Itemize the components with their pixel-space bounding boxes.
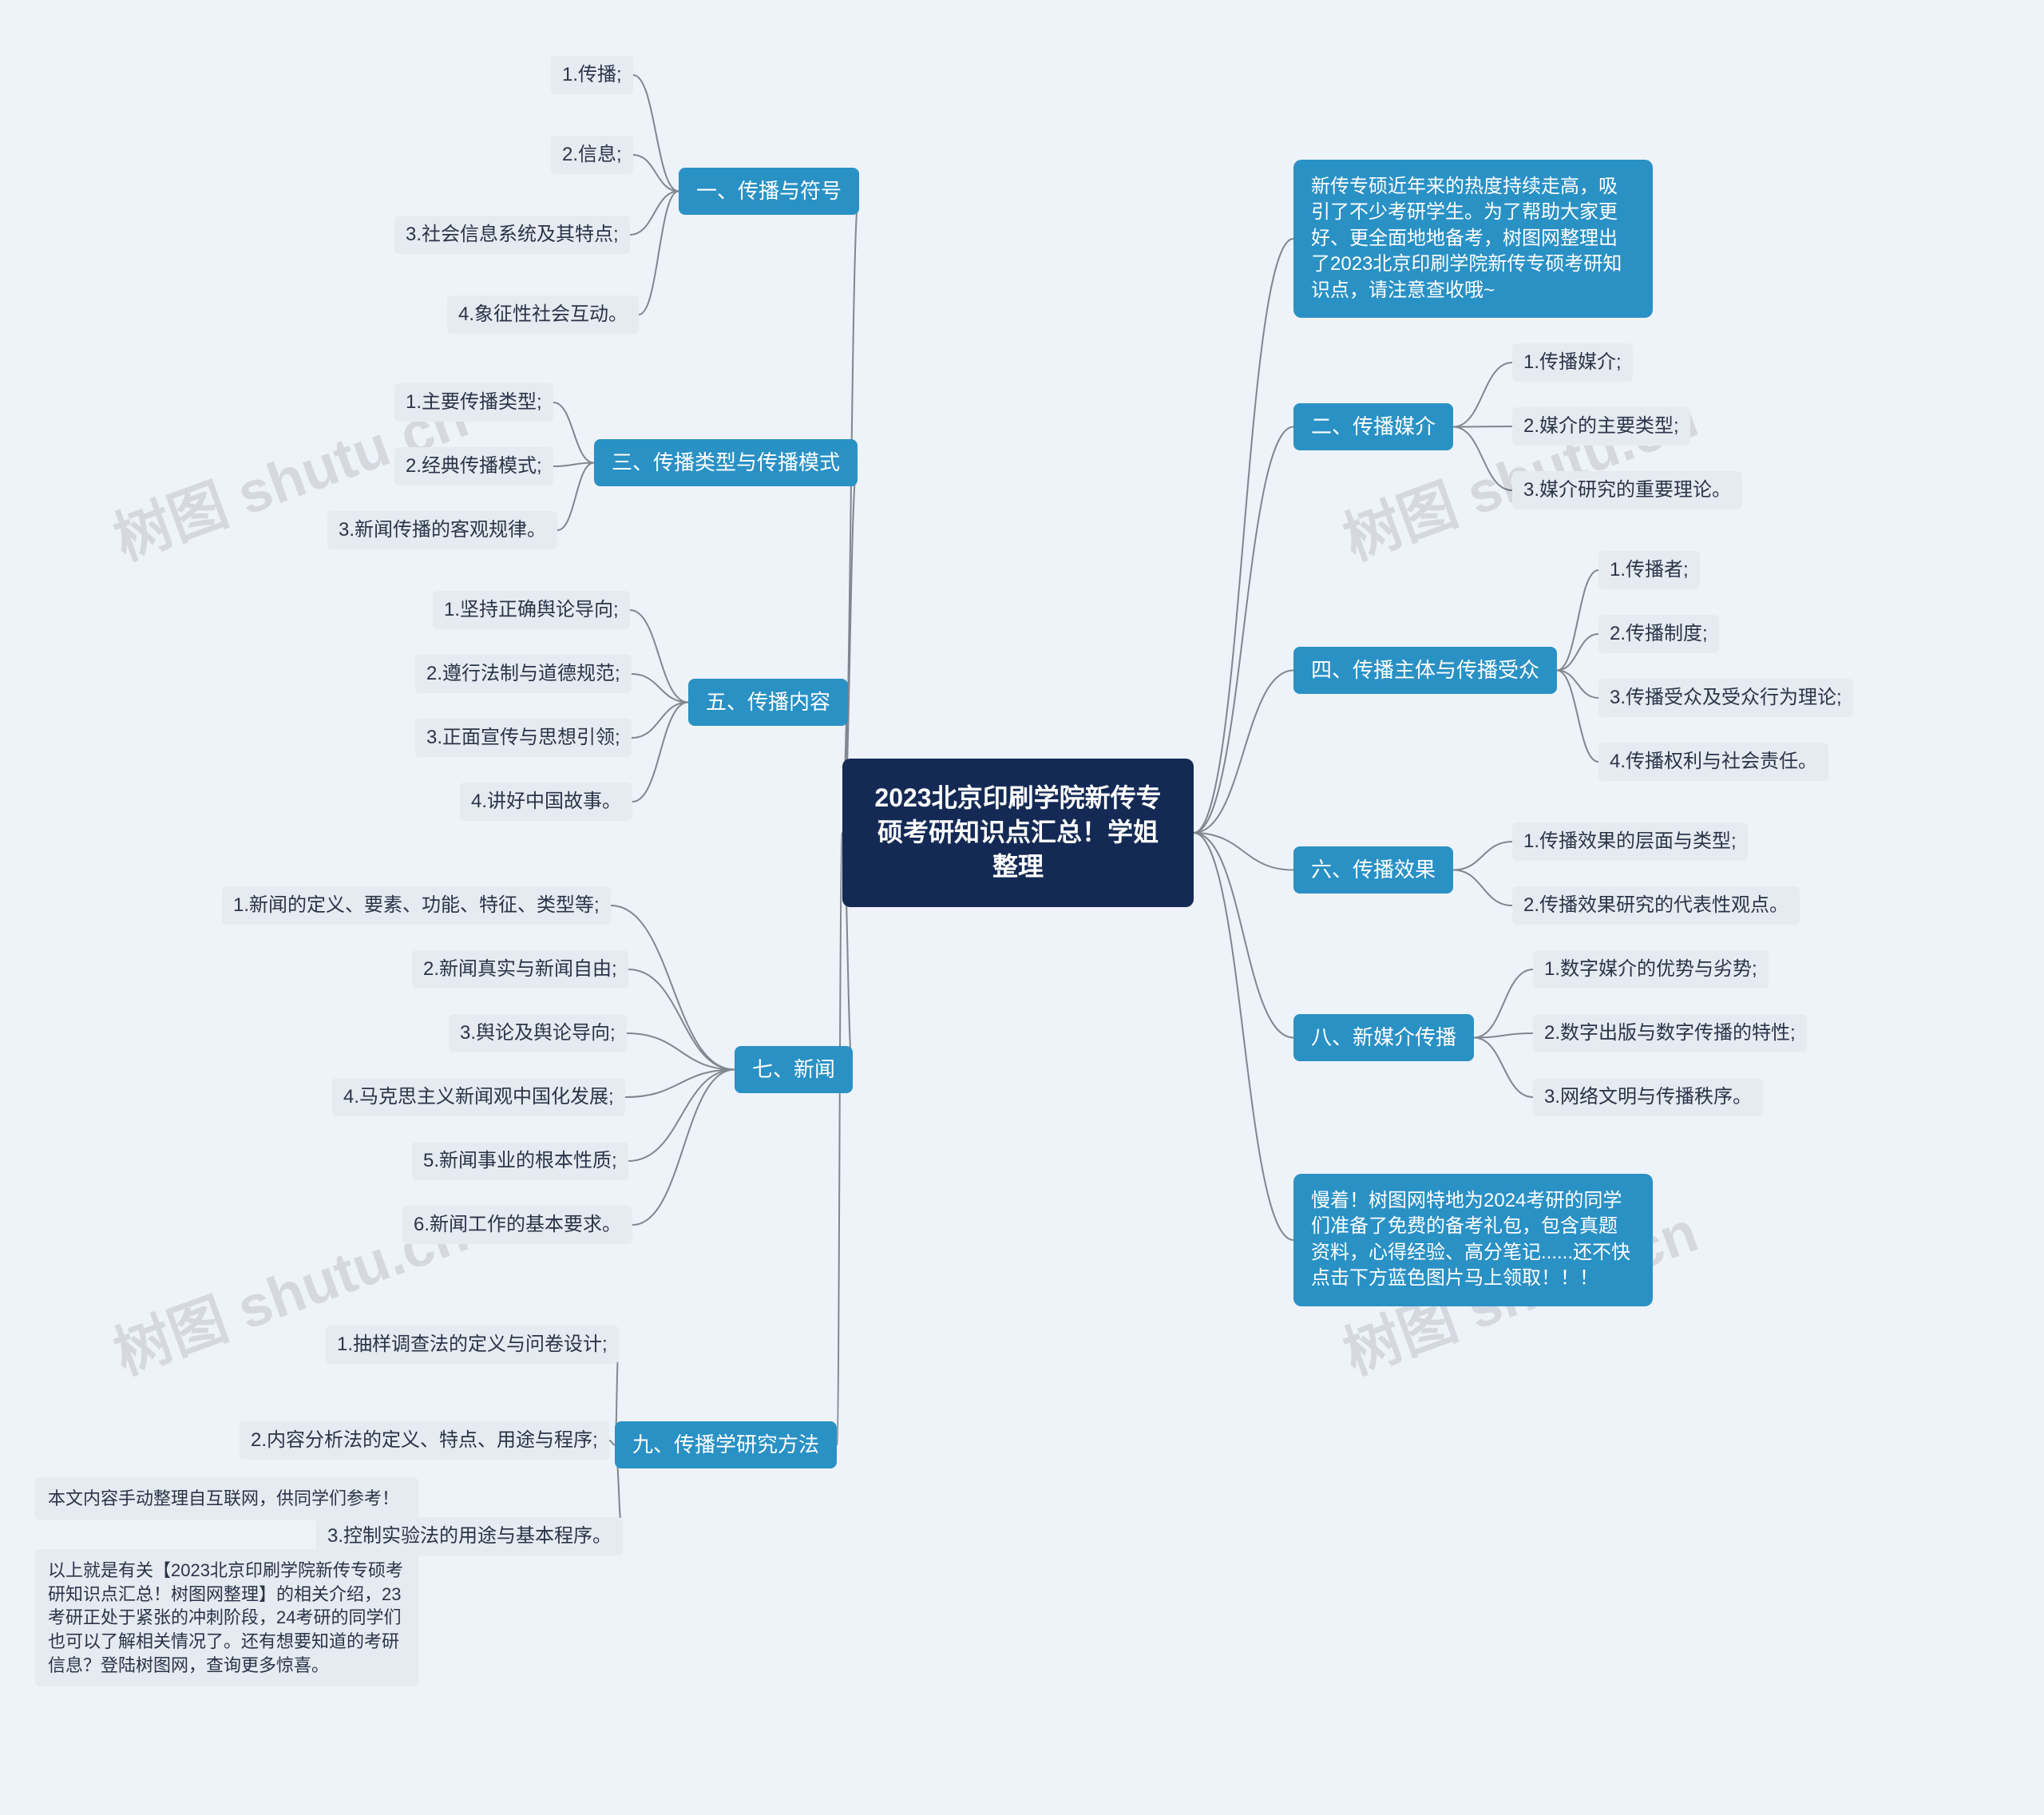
leaf-b2-0: 1.传播媒介; — [1512, 343, 1633, 382]
leaf-b4-3: 4.传播权利与社会责任。 — [1598, 743, 1828, 781]
leaf-b1-2: 3.社会信息系统及其特点; — [394, 216, 630, 254]
leaf-b6-0: 1.传播效果的层面与类型; — [1512, 822, 1748, 861]
leaf-b8-0: 1.数字媒介的优势与劣势; — [1533, 950, 1769, 989]
branch-b2: 二、传播媒介 — [1293, 403, 1453, 450]
leaf-b9-2: 3.控制实验法的用途与基本程序。 — [316, 1517, 623, 1555]
leaf-b9-0: 1.抽样调查法的定义与问卷设计; — [326, 1326, 619, 1364]
leaf-b7-1: 2.新闻真实与新闻自由; — [412, 950, 628, 989]
branch-b9: 九、传播学研究方法 — [615, 1421, 837, 1468]
leaf-b3-1: 2.经典传播模式; — [394, 447, 553, 485]
leaf-b8-2: 3.网络文明与传播秩序。 — [1533, 1078, 1763, 1116]
leaf-b9-1: 2.内容分析法的定义、特点、用途与程序; — [240, 1421, 609, 1460]
leaf-b7-5: 6.新闻工作的基本要求。 — [402, 1206, 632, 1244]
branch-b3: 三、传播类型与传播模式 — [594, 439, 858, 486]
info-outro: 慢着！树图网特地为2024考研的同学们准备了免费的备考礼包，包含真题资料，心得经… — [1293, 1174, 1653, 1306]
leaf-b5-2: 3.正面宣传与思想引领; — [415, 719, 632, 757]
mindmap-canvas: 树图 shutu.cn树图 shutu.cn树图 shutu.cn树图 shut… — [0, 0, 2044, 1815]
leaf-b5-3: 4.讲好中国故事。 — [460, 783, 632, 821]
leaf-b4-2: 3.传播受众及受众行为理论; — [1598, 679, 1853, 717]
leaf-b3-0: 1.主要传播类型; — [394, 383, 553, 422]
leaf-b1-3: 4.象征性社会互动。 — [447, 295, 639, 334]
leaf-b2-2: 3.媒介研究的重要理论。 — [1512, 471, 1742, 509]
branch-b6: 六、传播效果 — [1293, 846, 1453, 894]
footnote-2: 以上就是有关【2023北京印刷学院新传专硕考研知识点汇总！树图网整理】的相关介绍… — [35, 1549, 418, 1686]
leaf-b4-1: 2.传播制度; — [1598, 615, 1719, 653]
info-intro: 新传专硕近年来的热度持续走高，吸引了不少考研学生。为了帮助大家更好、更全面地地备… — [1293, 160, 1653, 318]
center-topic: 2023北京印刷学院新传专 硕考研知识点汇总！学姐 整理 — [842, 759, 1194, 907]
leaf-b7-0: 1.新闻的定义、要素、功能、特征、类型等; — [222, 886, 611, 925]
branch-b1: 一、传播与符号 — [679, 168, 859, 215]
branch-b5: 五、传播内容 — [688, 679, 848, 726]
leaf-b6-1: 2.传播效果研究的代表性观点。 — [1512, 886, 1800, 925]
leaf-b3-2: 3.新闻传播的客观规律。 — [327, 511, 557, 549]
branch-b8: 八、新媒介传播 — [1293, 1014, 1474, 1061]
leaf-b5-1: 2.遵行法制与道德规范; — [415, 655, 632, 693]
leaf-b2-1: 2.媒介的主要类型; — [1512, 407, 1690, 446]
leaf-b7-4: 5.新闻事业的根本性质; — [412, 1142, 628, 1180]
leaf-b7-2: 3.舆论及舆论导向; — [449, 1014, 627, 1052]
branch-b7: 七、新闻 — [735, 1046, 853, 1093]
branch-b4: 四、传播主体与传播受众 — [1293, 647, 1557, 694]
leaf-b1-0: 1.传播; — [551, 56, 633, 94]
leaf-b5-0: 1.坚持正确舆论导向; — [433, 591, 630, 629]
leaf-b4-0: 1.传播者; — [1598, 551, 1700, 589]
leaf-b7-3: 4.马克思主义新闻观中国化发展; — [332, 1078, 625, 1116]
leaf-b1-1: 2.信息; — [551, 136, 633, 174]
footnote-1: 本文内容手动整理自互联网，供同学们参考！ — [35, 1477, 418, 1520]
leaf-b8-1: 2.数字出版与数字传播的特性; — [1533, 1014, 1807, 1052]
